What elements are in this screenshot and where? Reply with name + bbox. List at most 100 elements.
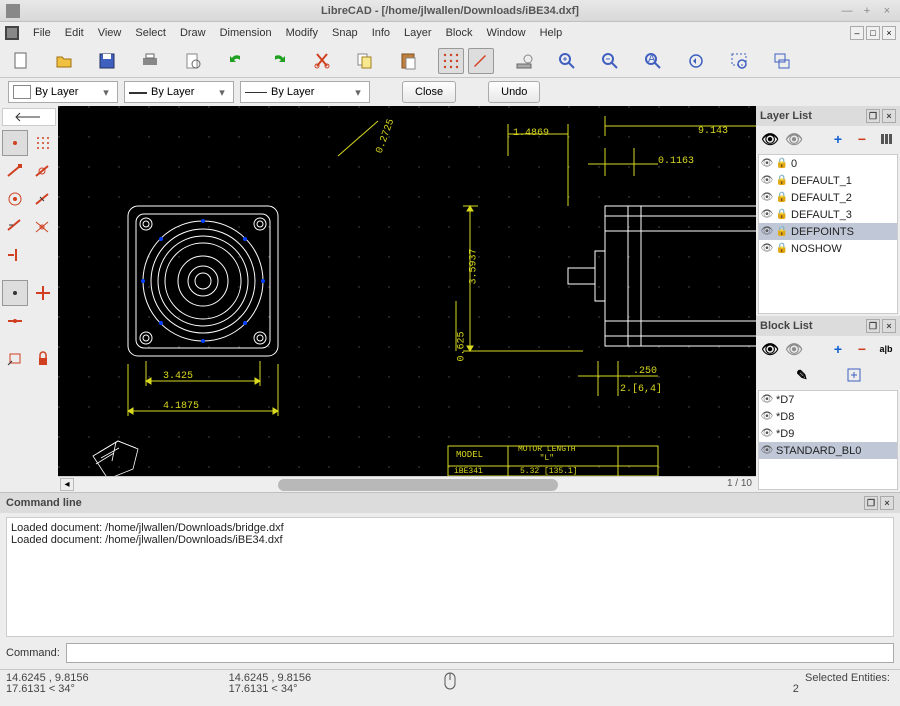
restrict-nothing-button[interactable] bbox=[2, 280, 28, 306]
undo-button-bar[interactable]: Undo bbox=[488, 81, 540, 103]
menu-layer[interactable]: Layer bbox=[397, 25, 439, 41]
snap-middle-button[interactable] bbox=[30, 186, 56, 212]
paste-button[interactable] bbox=[395, 48, 421, 74]
layer-row[interactable]: 👁🔒DEFPOINTS bbox=[759, 223, 897, 240]
palette-back-button[interactable] bbox=[2, 108, 56, 126]
cmd-undock-icon[interactable]: ❐ bbox=[864, 496, 878, 510]
block-row[interactable]: 👁*D9 bbox=[759, 425, 897, 442]
menu-info[interactable]: Info bbox=[365, 25, 397, 41]
zoom-previous-button[interactable] bbox=[683, 48, 709, 74]
lock-icon[interactable]: 🔒 bbox=[776, 192, 788, 204]
eye-icon[interactable]: 👁 bbox=[761, 209, 773, 221]
undo-button[interactable] bbox=[223, 48, 249, 74]
block-insert-button[interactable] bbox=[843, 365, 865, 385]
block-edit-button[interactable]: ✎ bbox=[791, 365, 813, 385]
color-combo[interactable]: By Layer ▾ bbox=[8, 81, 118, 103]
layer-row[interactable]: 👁🔒DEFAULT_3 bbox=[759, 206, 897, 223]
layer-row[interactable]: 👁🔒DEFAULT_1 bbox=[759, 172, 897, 189]
cmd-close-icon[interactable]: × bbox=[880, 496, 894, 510]
lock-icon[interactable]: 🔒 bbox=[776, 226, 788, 238]
block-showall-button[interactable]: 👁 bbox=[759, 339, 781, 359]
lock-icon[interactable]: 🔒 bbox=[776, 158, 788, 170]
lock-relative-zero-button[interactable] bbox=[30, 346, 56, 372]
block-close-icon[interactable]: × bbox=[882, 319, 896, 333]
menu-modify[interactable]: Modify bbox=[279, 25, 325, 41]
linetype-combo[interactable]: By Layer ▾ bbox=[240, 81, 370, 103]
menu-window[interactable]: Window bbox=[479, 25, 532, 41]
menu-dimension[interactable]: Dimension bbox=[213, 25, 279, 41]
save-file-button[interactable] bbox=[94, 48, 120, 74]
layer-edit-button[interactable] bbox=[875, 129, 897, 149]
print-button[interactable] bbox=[137, 48, 163, 74]
block-add-button[interactable]: + bbox=[827, 339, 849, 359]
mdi-minimize-icon[interactable]: – bbox=[850, 26, 864, 40]
lock-icon[interactable]: 🔒 bbox=[776, 175, 788, 187]
snap-intersection-button[interactable] bbox=[30, 214, 56, 240]
snap-grid-button2[interactable] bbox=[30, 130, 56, 156]
horizontal-scrollbar[interactable]: ◂ 1 / 10 bbox=[58, 476, 756, 492]
menu-file[interactable]: File bbox=[26, 25, 58, 41]
layer-row[interactable]: 👁🔒NOSHOW bbox=[759, 240, 897, 257]
lock-icon[interactable]: 🔒 bbox=[776, 243, 788, 255]
relative-zero-button[interactable] bbox=[2, 346, 28, 372]
block-list[interactable]: 👁*D7👁*D8👁*D9👁STANDARD_BL0 bbox=[758, 390, 898, 490]
snap-endpoint-button[interactable] bbox=[2, 158, 28, 184]
scrollbar-thumb[interactable] bbox=[278, 479, 558, 491]
block-undock-icon[interactable]: ❐ bbox=[866, 319, 880, 333]
maximize-icon[interactable]: + bbox=[860, 4, 874, 18]
snap-free-button[interactable] bbox=[2, 130, 28, 156]
eye-icon[interactable]: 👁 bbox=[761, 411, 773, 423]
eye-icon[interactable]: 👁 bbox=[761, 445, 773, 457]
layer-undock-icon[interactable]: ❐ bbox=[866, 109, 880, 123]
eye-icon[interactable]: 👁 bbox=[761, 192, 773, 204]
eye-icon[interactable]: 👁 bbox=[761, 175, 773, 187]
block-row[interactable]: 👁STANDARD_BL0 bbox=[759, 442, 897, 459]
close-icon[interactable]: × bbox=[880, 4, 894, 18]
snap-grid-button[interactable] bbox=[438, 48, 464, 74]
eye-icon[interactable]: 👁 bbox=[761, 158, 773, 170]
block-row[interactable]: 👁*D8 bbox=[759, 408, 897, 425]
menu-help[interactable]: Help bbox=[533, 25, 570, 41]
snap-intersect-manual-button[interactable] bbox=[2, 242, 28, 268]
eye-icon[interactable]: 👁 bbox=[761, 243, 773, 255]
zoom-out-button[interactable] bbox=[597, 48, 623, 74]
scroll-left-button[interactable]: ◂ bbox=[60, 478, 74, 491]
statusbar-toggle-button[interactable] bbox=[511, 48, 537, 74]
layer-list[interactable]: 👁🔒0👁🔒DEFAULT_1👁🔒DEFAULT_2👁🔒DEFAULT_3👁🔒DE… bbox=[758, 154, 898, 314]
layer-row[interactable]: 👁🔒0 bbox=[759, 155, 897, 172]
cut-button[interactable] bbox=[309, 48, 335, 74]
layer-remove-button[interactable]: − bbox=[851, 129, 873, 149]
print-preview-button[interactable] bbox=[180, 48, 206, 74]
minimize-icon[interactable]: — bbox=[840, 4, 854, 18]
layer-showall-button[interactable]: 👁 bbox=[759, 129, 781, 149]
layer-close-icon[interactable]: × bbox=[882, 109, 896, 123]
drawing-canvas[interactable]: 0.27251.48699.1430.11633.59370.6253.4254… bbox=[58, 106, 756, 476]
lock-icon[interactable]: 🔒 bbox=[776, 209, 788, 221]
block-remove-button[interactable]: − bbox=[851, 339, 873, 359]
zoom-auto-button[interactable]: A bbox=[640, 48, 666, 74]
restrict-horizontal-button[interactable] bbox=[2, 308, 28, 334]
command-input[interactable] bbox=[66, 643, 894, 663]
block-hideall-button[interactable]: 👁 bbox=[783, 339, 805, 359]
linewidth-combo[interactable]: By Layer ▾ bbox=[124, 81, 234, 103]
eye-icon[interactable]: 👁 bbox=[761, 428, 773, 440]
redo-button[interactable] bbox=[266, 48, 292, 74]
snap-dist-button[interactable] bbox=[2, 214, 28, 240]
menu-block[interactable]: Block bbox=[439, 25, 480, 41]
menu-edit[interactable]: Edit bbox=[58, 25, 91, 41]
restrict-ortho-button[interactable] bbox=[30, 280, 56, 306]
eye-icon[interactable]: 👁 bbox=[761, 226, 773, 238]
layer-hideall-button[interactable]: 👁 bbox=[783, 129, 805, 149]
layer-row[interactable]: 👁🔒DEFAULT_2 bbox=[759, 189, 897, 206]
menu-draw[interactable]: Draw bbox=[173, 25, 213, 41]
block-row[interactable]: 👁*D7 bbox=[759, 391, 897, 408]
open-file-button[interactable] bbox=[51, 48, 77, 74]
block-rename-button[interactable]: a|b bbox=[875, 339, 897, 359]
zoom-in-button[interactable] bbox=[554, 48, 580, 74]
snap-onentity-button[interactable] bbox=[30, 158, 56, 184]
mdi-restore-icon[interactable]: □ bbox=[866, 26, 880, 40]
snap-center-button[interactable] bbox=[2, 186, 28, 212]
mdi-close-icon[interactable]: × bbox=[882, 26, 896, 40]
draft-mode-button[interactable] bbox=[468, 48, 494, 74]
menu-snap[interactable]: Snap bbox=[325, 25, 365, 41]
